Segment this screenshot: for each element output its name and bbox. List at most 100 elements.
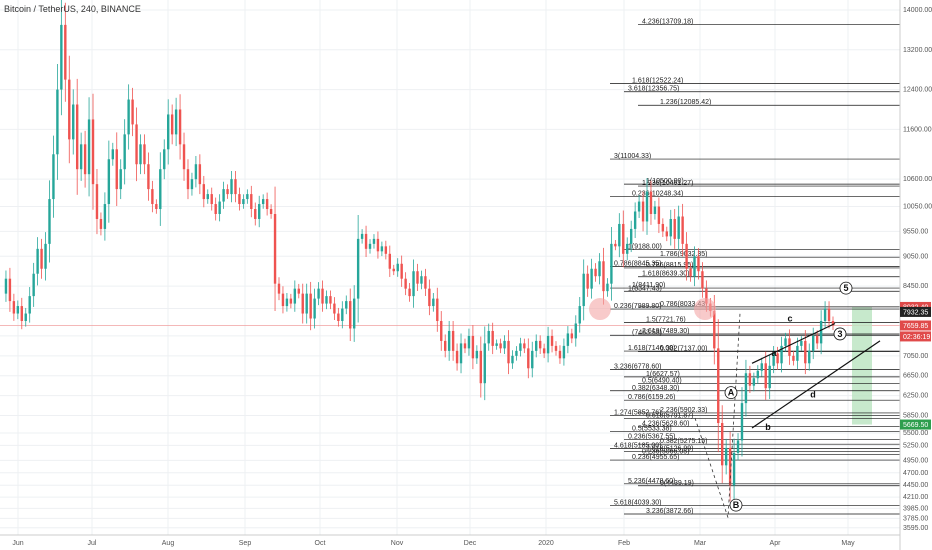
candle-body	[618, 223, 621, 247]
fib-label: 0.786(8845.35)	[614, 260, 661, 267]
candle-body	[301, 293, 304, 314]
candle-body	[550, 335, 554, 346]
candle-body	[246, 194, 249, 200]
candle-body	[459, 343, 463, 364]
candle-body	[285, 298, 289, 307]
candle-body	[447, 330, 451, 351]
candle-body	[780, 345, 783, 364]
fib-label: 3.236(6778.60)	[614, 363, 661, 370]
fib-label: 1.236(10461.27)	[642, 180, 693, 187]
price-tag-text: 5669.50	[903, 422, 928, 429]
candle-body	[812, 335, 815, 351]
price-tag: 7932.35	[900, 306, 931, 317]
time-tick: 2020	[538, 540, 554, 547]
candle-body	[436, 298, 439, 321]
candle-body	[507, 340, 510, 364]
candle-body	[582, 273, 585, 307]
candle-body	[127, 99, 130, 135]
candle-body	[471, 335, 475, 359]
time-tick: Feb	[618, 540, 630, 547]
candle-body	[135, 124, 138, 165]
candle-body	[428, 288, 431, 307]
fib-level: 0.618(5791.87)	[624, 412, 900, 419]
wave-circle	[833, 327, 847, 341]
candle-body	[535, 340, 538, 351]
time-tick: May	[841, 540, 855, 547]
candle-body	[649, 191, 653, 214]
fib-label: 1(8411.90)	[632, 282, 665, 289]
candle-body	[364, 233, 368, 249]
candle-body	[52, 154, 55, 200]
candle-body	[254, 209, 257, 219]
price-tag-text: 7932.35	[903, 309, 928, 316]
fib-level: 2.236(5902.33)	[638, 407, 900, 414]
wave-label-b: b	[765, 422, 771, 432]
highlight-circle	[589, 298, 611, 321]
candle-body	[147, 164, 150, 190]
candle-body	[261, 199, 265, 205]
candle-body	[705, 288, 708, 304]
wave-text: 5	[843, 283, 848, 293]
candle-body	[598, 261, 601, 277]
candle-body	[68, 79, 71, 140]
candle-body	[740, 403, 744, 441]
time-tick: Sep	[239, 540, 252, 547]
candle-body	[665, 231, 668, 237]
time-axis[interactable]: Jun Jul Aug Sep Oct Nov Dec 2020 Feb Mar Apr May	[0, 534, 900, 547]
candle-body	[384, 246, 388, 254]
time-tick: Nov	[391, 540, 404, 547]
candle-body	[744, 373, 748, 404]
price-tick: 6250.00	[903, 393, 928, 400]
candle-body	[32, 273, 35, 297]
wave-label-c: c	[787, 313, 792, 323]
candle-body	[586, 273, 589, 289]
candle-body	[265, 199, 269, 210]
price-tick: 11600.00	[903, 126, 932, 133]
candle-body	[467, 335, 471, 349]
candle-body	[139, 144, 142, 165]
candle-body	[420, 276, 423, 284]
price-tag-text: 02:36:19	[903, 334, 930, 341]
candle-body	[198, 164, 202, 185]
candle-body	[56, 89, 59, 155]
fib-label: 0.618(5791.87)	[646, 412, 693, 419]
fib-label: 0.236(10248.34)	[632, 191, 683, 198]
price-axis[interactable]: 3595.00 3785.00 3985.00 4210.00 4450.00 4700.…	[899, 0, 932, 550]
candle-body	[760, 363, 763, 371]
candle-body	[44, 243, 47, 269]
price-tag-box	[900, 331, 931, 342]
fib-label: 2.618(7489.30)	[642, 328, 689, 335]
fib-level: 0.236(10248.34)	[610, 191, 900, 198]
candle-body	[590, 268, 593, 289]
candle-body	[218, 201, 221, 214]
fib-level: 3.236(3872.66)	[624, 508, 900, 515]
fib-level: 4.618(5185.00)	[610, 443, 900, 450]
candle-body	[491, 330, 494, 346]
fib-level: 0.382(7137.00)	[638, 346, 900, 353]
candle-body	[269, 209, 273, 214]
fib-label: (7463.53)	[632, 329, 662, 336]
price-tag: 5669.50	[900, 419, 931, 430]
fib-label: 0.786(6159.26)	[628, 394, 675, 401]
candle-body	[444, 340, 447, 351]
candle-body	[289, 298, 293, 304]
candle-body	[242, 199, 245, 205]
candle-body	[258, 204, 261, 219]
candle-body	[732, 452, 736, 486]
candle-body	[626, 243, 629, 254]
wave-path	[694, 313, 741, 518]
candle-body	[103, 204, 107, 229]
candle-body	[24, 313, 27, 321]
price-tick: 8450.00	[903, 283, 928, 290]
fib-label: 1(10500.00)	[646, 178, 684, 185]
candle-body	[724, 447, 728, 466]
fib-label: 0.786(8033.43)	[660, 301, 707, 308]
fib-label: 5.236(4478.60)	[628, 478, 675, 485]
candle-body	[345, 301, 348, 309]
wave-label-a: a	[771, 348, 777, 358]
wave-label-B: B	[729, 498, 743, 512]
candle-body	[804, 340, 807, 364]
candle-body	[495, 343, 498, 346]
